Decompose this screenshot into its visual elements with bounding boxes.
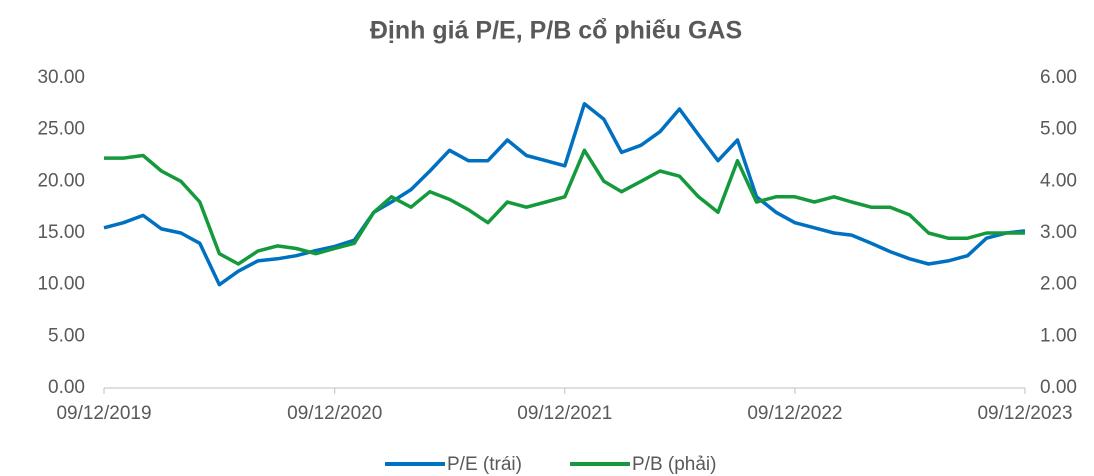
series-line: [104, 148, 1025, 266]
x-tick-label: 09/12/2020: [287, 403, 382, 424]
y-tick-label: 15.00: [37, 222, 85, 243]
x-tick-label: 09/12/2023: [977, 403, 1072, 424]
y2-tick-label: 3.00: [1040, 222, 1077, 243]
y2-tick-label: 2.00: [1040, 274, 1077, 295]
chart-title: Định giá P/E, P/B cổ phiếu GAS: [370, 17, 742, 45]
y-tick-label: 30.00: [37, 67, 85, 88]
y2-tick-label: 0.00: [1040, 377, 1077, 398]
y-tick-label: 0.00: [48, 377, 85, 398]
y2-tick-label: 5.00: [1040, 119, 1077, 140]
legend-label: P/B (phải): [632, 454, 716, 475]
x-tick-label: 09/12/2021: [517, 403, 612, 424]
legend-label: P/E (trái): [447, 454, 522, 475]
y-tick-label: 20.00: [37, 170, 85, 191]
x-tick-label: 09/12/2022: [747, 403, 842, 424]
y2-tick-label: 1.00: [1040, 325, 1077, 346]
y-tick-label: 5.00: [48, 325, 85, 346]
y-tick-label: 25.00: [37, 119, 85, 140]
x-tick-label: 09/12/2019: [56, 403, 151, 424]
y2-tick-label: 6.00: [1040, 67, 1077, 88]
y-tick-label: 10.00: [37, 274, 85, 295]
series-line: [103, 102, 1026, 287]
y2-tick-label: 4.00: [1040, 170, 1077, 191]
